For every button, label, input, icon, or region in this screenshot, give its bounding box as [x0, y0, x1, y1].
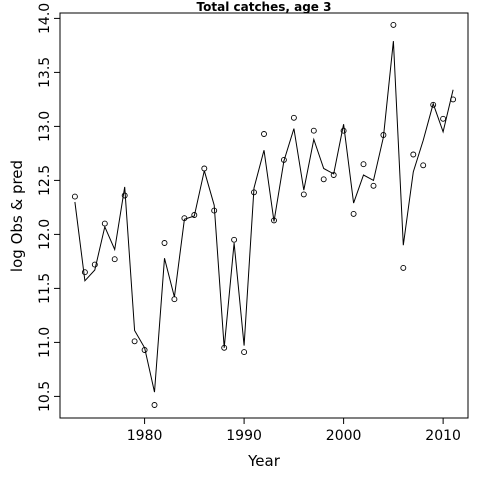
- y-tick-label: 13.0: [37, 111, 53, 142]
- observed-point: [261, 131, 267, 137]
- observed-point: [231, 236, 238, 243]
- y-tick-label: 14.0: [37, 3, 53, 34]
- observed-point: [440, 115, 447, 122]
- observed-point: [290, 114, 297, 121]
- observed-point: [350, 210, 357, 217]
- observed-point: [340, 127, 347, 134]
- observed-point: [300, 191, 307, 198]
- observed-point: [81, 269, 88, 276]
- observed-point: [410, 151, 417, 158]
- x-tick-label: 1980: [127, 428, 163, 444]
- observed-point: [360, 161, 367, 168]
- x-tick-label: 1990: [226, 428, 262, 444]
- x-axis-label: Year: [247, 452, 281, 470]
- observed-point: [131, 338, 138, 345]
- chart-title: Total catches, age 3: [197, 0, 332, 14]
- plot-frame: [59, 12, 469, 419]
- y-tick-label: 10.5: [37, 381, 53, 412]
- observed-point: [91, 261, 98, 268]
- observed-point: [171, 296, 178, 303]
- x-tick-label: 2000: [326, 428, 362, 444]
- series-layer: [71, 21, 457, 408]
- x-axis: 1980 1990 2000 2010: [127, 418, 461, 444]
- predicted-line: [74, 41, 454, 393]
- observed-point: [161, 240, 168, 246]
- observed-point: [400, 264, 407, 271]
- observed-point: [201, 165, 208, 172]
- y-tick-label: 13.5: [37, 57, 53, 88]
- y-axis-label: log Obs & pred: [8, 160, 26, 272]
- observed-point: [390, 21, 397, 28]
- observed-point: [151, 402, 158, 408]
- y-tick-label: 11.5: [37, 273, 53, 304]
- observed-point: [101, 220, 108, 227]
- y-tick-label: 11.0: [37, 327, 53, 358]
- y-tick-label: 12.5: [37, 165, 53, 196]
- observed-point: [420, 162, 427, 169]
- observed-point: [111, 256, 118, 263]
- y-axis: 10.5 11.0 11.5 12.0 12.5 13.0 13.5 14.0: [37, 3, 60, 412]
- observed-point: [241, 349, 248, 356]
- observed-point: [370, 182, 377, 189]
- observed-point: [310, 127, 317, 134]
- x-tick-label: 2010: [425, 428, 461, 444]
- observed-point: [191, 212, 198, 218]
- observed-point: [320, 176, 327, 183]
- y-tick-label: 12.0: [37, 219, 53, 250]
- observed-point: [71, 193, 78, 200]
